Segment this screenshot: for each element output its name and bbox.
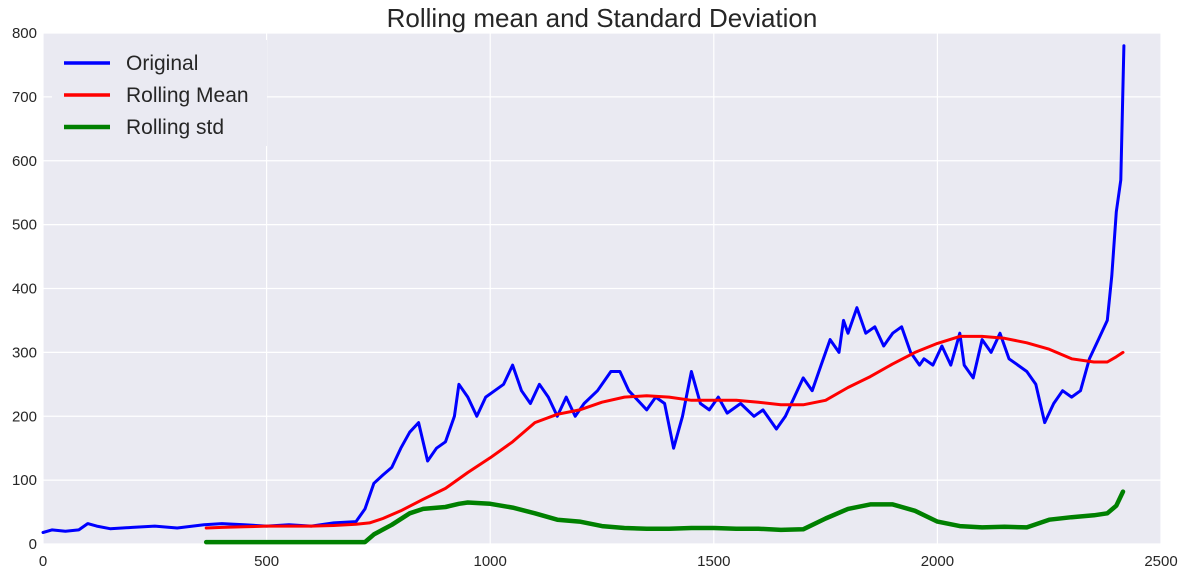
x-axis: 0 500 1000 1500 2000 2500 <box>39 553 1178 570</box>
y-tick-label: 800 <box>12 25 37 42</box>
y-tick-label: 400 <box>12 281 37 298</box>
series-rolling-mean-line <box>204 334 1125 530</box>
y-tick-label: 0 <box>29 536 37 553</box>
legend-label-original: Original <box>126 52 198 75</box>
y-tick-label: 100 <box>12 472 37 489</box>
series-layer <box>41 44 1126 545</box>
series-original-line <box>41 44 1126 534</box>
y-tick-label: 300 <box>12 344 37 361</box>
y-tick-label: 700 <box>12 89 37 106</box>
x-tick-label: 1500 <box>697 553 730 570</box>
chart-title: Rolling mean and Standard Deviation <box>387 3 818 33</box>
y-tick-label: 500 <box>12 217 37 234</box>
legend-label-rolling-mean: Rolling Mean <box>126 84 249 107</box>
series-rolling-std-line <box>203 489 1126 545</box>
x-tick-label: 0 <box>39 553 47 570</box>
legend: Original Rolling Mean Rolling std <box>52 40 267 146</box>
legend-label-rolling-std: Rolling std <box>126 116 224 139</box>
y-tick-label: 200 <box>12 408 37 425</box>
y-axis: 0 100 200 300 400 500 600 700 800 <box>12 25 37 553</box>
x-tick-label: 2000 <box>921 553 954 570</box>
x-tick-label: 2500 <box>1144 553 1177 570</box>
x-tick-label: 500 <box>254 553 279 570</box>
grid <box>42 32 1162 545</box>
y-tick-label: 600 <box>12 153 37 170</box>
x-tick-label: 1000 <box>474 553 507 570</box>
